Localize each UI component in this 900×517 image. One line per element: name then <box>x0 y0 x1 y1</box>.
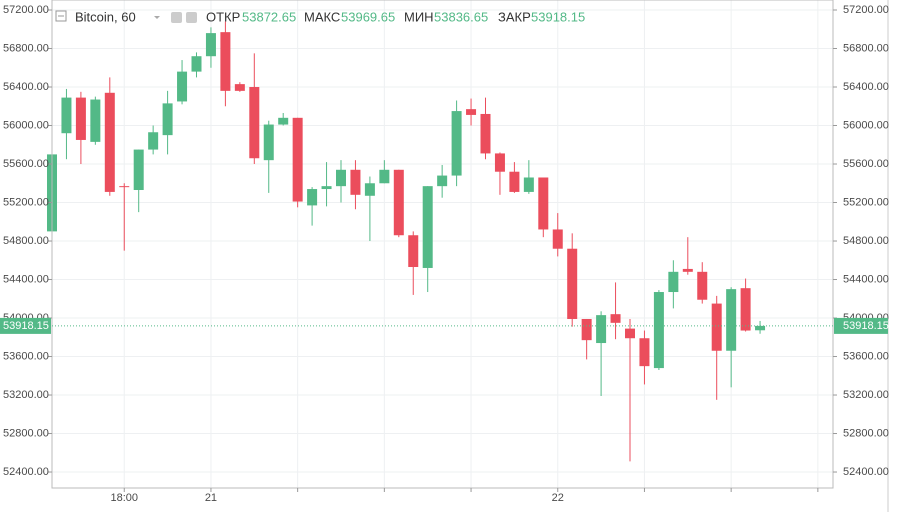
y-tick-label: 53200.00 <box>843 389 889 401</box>
symbol: Bitcoin, 60 <box>75 9 136 24</box>
candle-body <box>538 177 549 230</box>
y-tick-label: 56400.00 <box>3 81 49 93</box>
y-tick-label: 57200.00 <box>843 4 889 16</box>
candle-body <box>552 229 563 249</box>
dropdown-icon[interactable] <box>154 16 160 19</box>
y-tick-label: 56000.00 <box>843 119 889 131</box>
y-tick-label: 57200.00 <box>3 4 49 16</box>
candle-body <box>133 149 144 191</box>
candle-body <box>177 71 188 102</box>
candle-body <box>75 97 86 140</box>
candle-body <box>393 169 404 236</box>
candle-body <box>437 175 448 187</box>
high-value: 53969.65 <box>341 9 395 24</box>
candle-body <box>682 268 693 272</box>
candle-body <box>480 113 491 154</box>
candle-body <box>466 109 477 115</box>
candle-body <box>755 325 766 331</box>
close-icon[interactable] <box>186 12 197 23</box>
y-tick-label: 55600.00 <box>843 158 889 170</box>
candle-body <box>653 292 664 369</box>
y-tick-label: 55200.00 <box>843 196 889 208</box>
candle-body <box>191 56 202 72</box>
last-price-tag <box>834 317 888 334</box>
candle-body <box>494 153 505 172</box>
x-tick-label: 18:00 <box>110 492 138 504</box>
candle-body <box>104 92 115 192</box>
candle-body <box>307 189 318 206</box>
y-tick-label: 52800.00 <box>3 427 49 439</box>
candle-body <box>422 186 433 268</box>
y-tick-label: 52800.00 <box>843 427 889 439</box>
y-tick-label: 56400.00 <box>843 81 889 93</box>
low-value: 53836.65 <box>434 9 488 24</box>
y-tick-label: 56800.00 <box>843 42 889 54</box>
candle-body <box>596 315 607 344</box>
candle-body <box>162 103 173 136</box>
y-tick-label: 55200.00 <box>3 196 49 208</box>
candle-body <box>119 186 130 188</box>
close-label: ЗАКР <box>498 9 531 24</box>
low-label: МИН <box>404 9 434 24</box>
candle-body <box>581 318 592 341</box>
last-price-label: 53918.15 <box>3 320 49 332</box>
x-tick-label: 22 <box>552 492 564 504</box>
candles <box>47 21 766 462</box>
candle-body <box>451 111 462 176</box>
candle-body <box>263 124 274 161</box>
candle-body <box>697 271 708 300</box>
y-tick-label: 52400.00 <box>3 466 49 478</box>
candle-body <box>364 183 375 196</box>
y-tick-label: 54400.00 <box>843 273 889 285</box>
last-price-label: 53918.15 <box>843 320 889 332</box>
candle-body <box>610 314 621 323</box>
candle-body <box>740 288 751 331</box>
settings-icon[interactable] <box>171 12 182 23</box>
open-value: 53872.65 <box>242 9 296 24</box>
candle-body <box>90 99 101 142</box>
candle-body <box>408 235 419 268</box>
candle-body <box>379 169 390 184</box>
close-value: 53918.15 <box>531 9 585 24</box>
candle-body <box>321 186 332 190</box>
candle-body <box>249 87 260 159</box>
candle-body <box>61 97 72 134</box>
y-tick-label: 54800.00 <box>843 235 889 247</box>
y-tick-label: 56000.00 <box>3 119 49 131</box>
y-tick-label: 53200.00 <box>3 389 49 401</box>
candle-body <box>509 171 520 192</box>
y-tick-label: 54800.00 <box>3 235 49 247</box>
plot-frame <box>51 0 834 489</box>
candle-body <box>220 32 231 91</box>
x-tick-label: 21 <box>205 492 217 504</box>
candle-body <box>668 271 679 293</box>
candle-body <box>639 338 650 367</box>
candle-body <box>336 169 346 187</box>
candle-body <box>278 117 289 125</box>
high-label: МАКС <box>304 9 340 24</box>
y-tick-label: 53600.00 <box>843 350 889 362</box>
candle-body <box>567 248 578 319</box>
last-price-tag <box>0 317 51 334</box>
y-tick-label: 55600.00 <box>3 158 49 170</box>
collapse-icon[interactable] <box>55 10 67 22</box>
y-tick-label: 56800.00 <box>3 42 49 54</box>
candle-body <box>625 328 635 339</box>
candle-body <box>148 132 159 150</box>
candle-body <box>234 84 245 91</box>
y-tick-label: 53600.00 <box>3 350 49 362</box>
y-tick-label: 54400.00 <box>3 273 49 285</box>
y-tick-label: 52400.00 <box>843 466 889 478</box>
candle-body <box>523 177 534 192</box>
candle-body <box>292 117 303 202</box>
candle-body <box>711 303 722 351</box>
open-label: ОТКР <box>206 9 240 24</box>
candle-body <box>205 33 216 57</box>
candle-body <box>726 289 737 351</box>
candle-body <box>350 169 361 195</box>
